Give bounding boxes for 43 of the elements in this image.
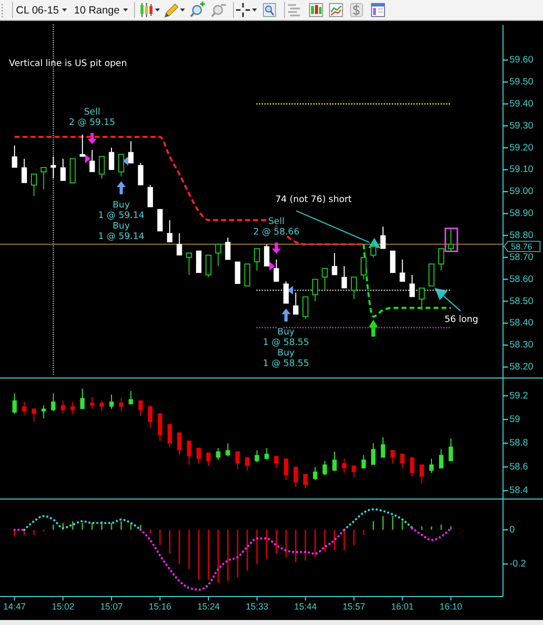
- y-tick-label: 58.30: [510, 340, 534, 351]
- y-tick-label: 58.40: [510, 318, 534, 329]
- y-tick-label: 59: [510, 414, 520, 426]
- y-tick-label: 58.6: [510, 461, 528, 472]
- annotation: 74 (not 76) short: [275, 194, 352, 205]
- y-tick-label: 58.4: [510, 485, 528, 496]
- y-tick-label: 58.80: [510, 230, 534, 241]
- x-tick-label: 15:33: [246, 602, 268, 612]
- y-tick-label: 58.50: [510, 296, 534, 307]
- y-tick-label: 59.50: [510, 76, 534, 88]
- x-tick-label: 16:10: [440, 602, 462, 612]
- annotation: 56 long: [444, 314, 478, 325]
- y-tick-label: 58.8: [510, 438, 528, 449]
- y-tick-label: 59.60: [510, 54, 534, 66]
- y-tick-label: 59.40: [510, 98, 534, 110]
- y-tick-label: 58.20: [510, 362, 534, 373]
- annotation: Sell 2 @ 59.15: [69, 107, 116, 128]
- chart-subtitle: 10 Range: [74, 4, 120, 16]
- annotation: Buy 1 @ 58.55: [262, 327, 310, 348]
- annotation: Vertical line is US pit open: [9, 59, 127, 69]
- x-tick-label: 15:24: [197, 602, 220, 612]
- y-tick-label: 58.60: [510, 274, 534, 285]
- x-tick-label: 15:07: [100, 602, 123, 612]
- y-tick-label: 59.10: [510, 164, 534, 176]
- y-tick-label: 59.00: [510, 186, 534, 198]
- y-tick-label: 58.70: [510, 252, 534, 263]
- ref-line-label: 58.76: [511, 241, 533, 252]
- y-tick-label: 59.30: [510, 120, 534, 132]
- y-tick-label: 59.20: [510, 142, 534, 154]
- x-tick-label: 15:16: [148, 602, 172, 612]
- x-tick-label: 15:02: [52, 602, 74, 612]
- annotation: Buy 1 @ 59.14: [98, 221, 145, 242]
- annotation: Buy 1 @ 59.14: [98, 200, 145, 221]
- y-tick-label: -0.2: [510, 558, 526, 570]
- annotation: Buy 1 @ 58.55: [262, 348, 310, 369]
- x-tick-label: 15:44: [294, 602, 317, 612]
- y-tick-label: 59.2: [510, 390, 528, 402]
- y-tick-label: 58.90: [510, 208, 534, 220]
- y-tick-label: 0: [510, 524, 515, 536]
- x-tick-label: 14:47: [3, 602, 26, 612]
- chart-title: CL 06-15: [16, 4, 59, 16]
- x-tick-label: 15:57: [342, 602, 366, 612]
- x-tick-label: 16:01: [391, 602, 414, 612]
